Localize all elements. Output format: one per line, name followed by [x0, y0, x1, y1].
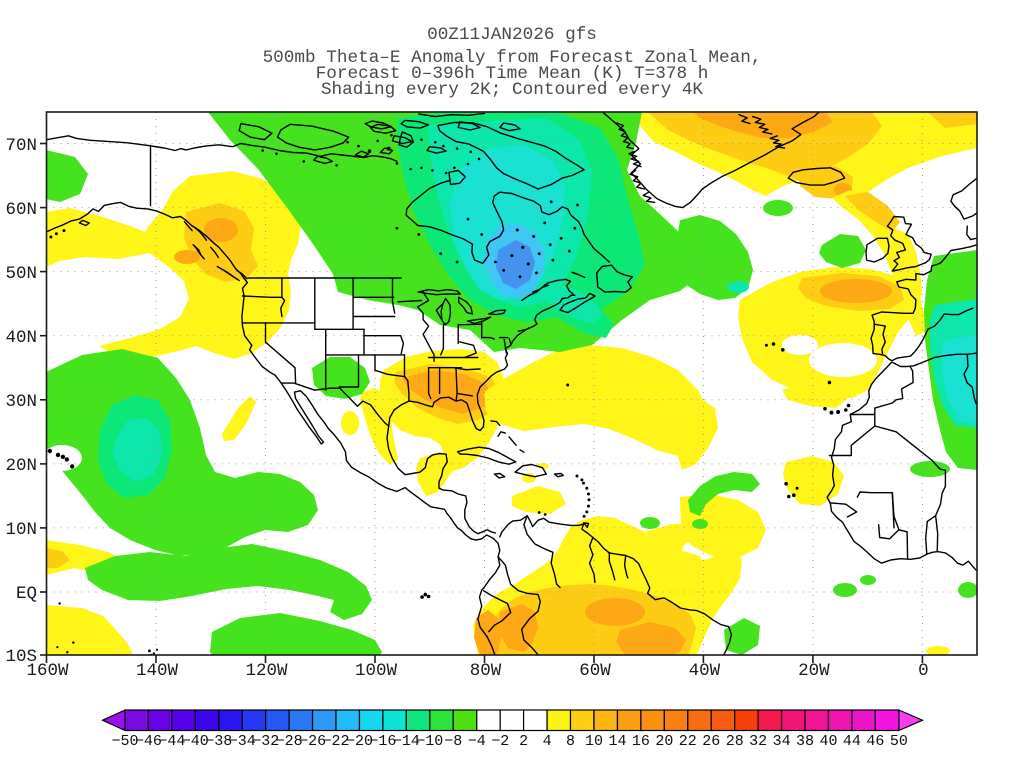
svg-text:−8: −8: [444, 733, 462, 750]
svg-text:10: 10: [585, 733, 603, 750]
svg-text:4: 4: [543, 733, 552, 750]
svg-text:26: 26: [702, 733, 720, 750]
svg-text:−14: −14: [393, 733, 420, 750]
svg-text:2: 2: [519, 733, 528, 750]
svg-text:60W: 60W: [579, 661, 611, 681]
svg-text:−44: −44: [158, 733, 185, 750]
svg-text:160W: 160W: [26, 661, 69, 681]
svg-text:60N: 60N: [5, 200, 37, 220]
svg-text:−22: −22: [322, 733, 349, 750]
svg-text:−32: −32: [252, 733, 279, 750]
svg-text:Shading every 2K; Contoured ev: Shading every 2K; Contoured every 4K: [321, 80, 703, 100]
svg-text:34: 34: [773, 733, 791, 750]
svg-text:−46: −46: [135, 733, 162, 750]
svg-text:22: 22: [679, 733, 697, 750]
svg-text:00Z11JAN2026 gfs: 00Z11JAN2026 gfs: [427, 25, 597, 45]
svg-text:20: 20: [655, 733, 673, 750]
svg-text:14: 14: [608, 733, 626, 750]
svg-text:40: 40: [819, 733, 837, 750]
svg-text:28: 28: [726, 733, 744, 750]
svg-text:20W: 20W: [798, 661, 830, 681]
svg-text:−2: −2: [491, 733, 509, 750]
svg-text:50: 50: [890, 733, 908, 750]
svg-text:40W: 40W: [689, 661, 721, 681]
svg-text:46: 46: [866, 733, 884, 750]
svg-text:−10: −10: [416, 733, 443, 750]
svg-text:10N: 10N: [5, 520, 37, 540]
svg-text:Forecast 0–396h Time Mean (K): Forecast 0–396h Time Mean (K) T=378 h: [316, 64, 709, 84]
svg-text:500mb Theta–E Anomaly from For: 500mb Theta–E Anomaly from Forecast Zona…: [263, 48, 762, 68]
svg-text:−16: −16: [369, 733, 396, 750]
svg-text:40N: 40N: [5, 328, 37, 348]
svg-text:−34: −34: [229, 733, 256, 750]
svg-text:−50: −50: [111, 733, 138, 750]
svg-text:8: 8: [566, 733, 575, 750]
svg-text:38: 38: [796, 733, 814, 750]
svg-text:16: 16: [632, 733, 650, 750]
svg-text:44: 44: [843, 733, 861, 750]
svg-text:−40: −40: [182, 733, 209, 750]
svg-text:50N: 50N: [5, 264, 37, 284]
svg-text:30N: 30N: [5, 392, 37, 412]
svg-text:0: 0: [918, 661, 929, 681]
svg-text:120W: 120W: [245, 661, 288, 681]
svg-text:−4: −4: [468, 733, 486, 750]
svg-text:EQ: EQ: [16, 584, 37, 604]
svg-text:80W: 80W: [470, 661, 502, 681]
svg-text:−38: −38: [205, 733, 232, 750]
svg-text:70N: 70N: [5, 136, 37, 156]
svg-text:−20: −20: [346, 733, 373, 750]
svg-text:−28: −28: [276, 733, 303, 750]
svg-text:32: 32: [749, 733, 767, 750]
svg-text:−26: −26: [299, 733, 326, 750]
svg-text:100W: 100W: [355, 661, 398, 681]
svg-text:140W: 140W: [136, 661, 179, 681]
svg-text:20N: 20N: [5, 456, 37, 476]
svg-text:10S: 10S: [5, 647, 37, 667]
